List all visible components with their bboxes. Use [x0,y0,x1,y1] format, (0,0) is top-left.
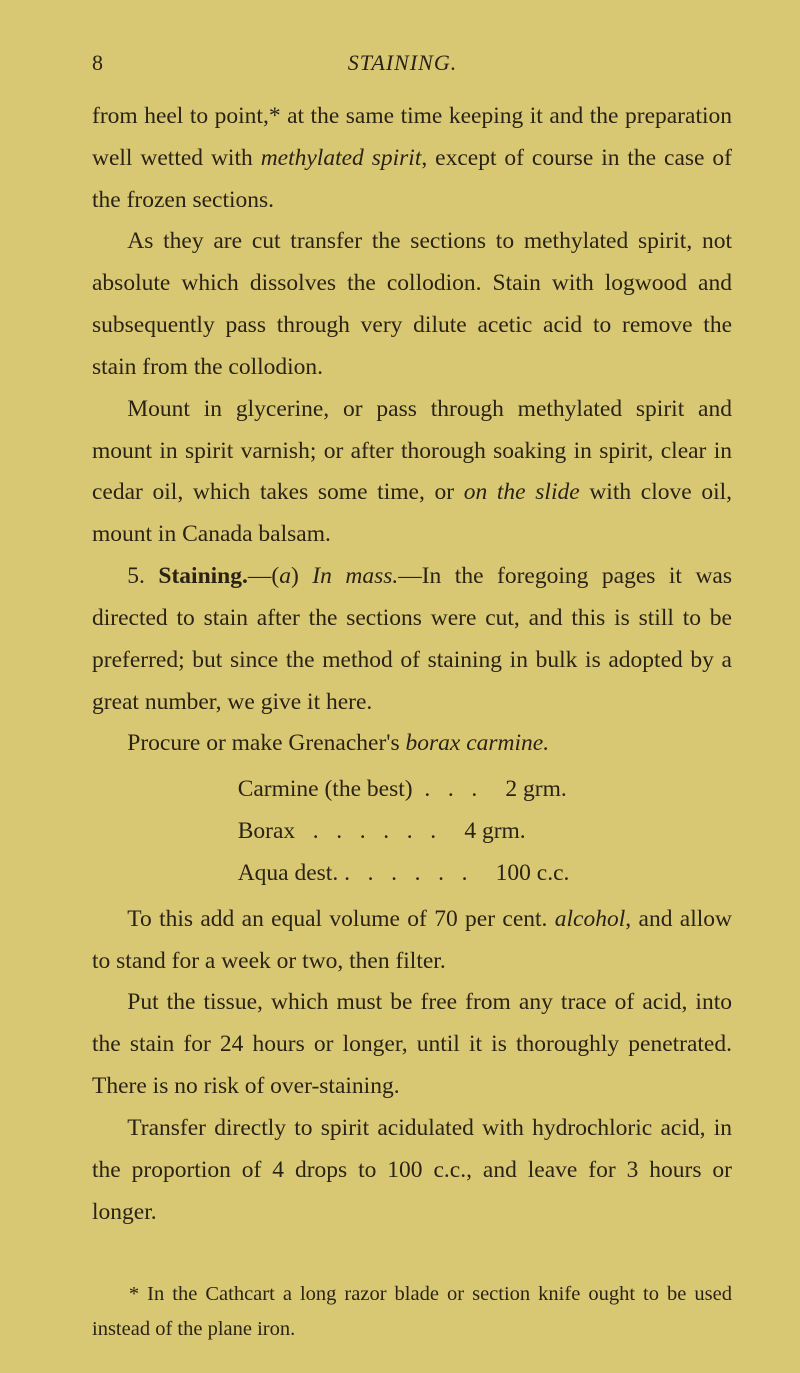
text-italic: a [279,563,291,589]
paragraph-1: from heel to point,* at the same time ke… [92,96,732,221]
body-text: from heel to point,* at the same time ke… [92,96,732,1233]
recipe-label: Aqua dest. [238,853,339,895]
running-head: STAINING. [103,50,702,76]
recipe-row: Carmine (the best) . . . 2 grm. [238,769,732,811]
recipe-dots: . . . [413,769,478,811]
recipe-amount: 4 grm. [464,811,525,853]
text-italic: methylated spirit [261,145,422,171]
text-italic: on the slide [464,479,580,505]
paragraph-2: As they are cut transfer the sections to… [92,221,732,388]
text-run: 5. [127,563,158,589]
paragraph-5: Procure or make Grenacher's borax carmin… [92,723,732,765]
text-italic: alcohol [555,906,626,932]
recipe-row: Borax . . . . . . 4 grm. [238,811,732,853]
text-run: ) [291,563,312,589]
recipe-amount: 2 grm. [505,769,566,811]
recipe-label: Carmine (the best) [238,769,413,811]
text-bold: Staining. [158,563,247,589]
text-italic: In mass. [312,563,398,589]
recipe-dots: . . . . . . [295,811,436,853]
page-number: 8 [92,50,103,76]
paragraph-6: To this add an equal volume of 70 per ce… [92,899,732,983]
text-italic: borax carmine. [406,730,550,756]
recipe-amount: 100 c.c. [496,853,570,895]
text-run: To this add an equal volume of 70 per ce… [127,906,555,932]
page-header: 8 STAINING. [92,50,732,76]
recipe-list: Carmine (the best) . . . 2 grm. Borax . … [92,769,732,894]
text-run: —( [248,563,279,589]
book-page: 8 STAINING. from heel to point,* at the … [0,0,800,1373]
paragraph-7: Put the tissue, which must be free from … [92,982,732,1107]
footnote: * In the Cathcart a long razor blade or … [92,1277,732,1347]
paragraph-4: 5. Staining.—(a) In mass.—In the foregoi… [92,556,732,723]
recipe-label: Borax [238,811,295,853]
recipe-dots: . . . . . . [338,853,467,895]
text-run: Procure or make Grenacher's [127,730,405,756]
recipe-row: Aqua dest. . . . . . . 100 c.c. [238,853,732,895]
paragraph-3: Mount in glycerine, or pass through meth… [92,389,732,556]
paragraph-8: Transfer directly to spirit acidulated w… [92,1108,732,1233]
